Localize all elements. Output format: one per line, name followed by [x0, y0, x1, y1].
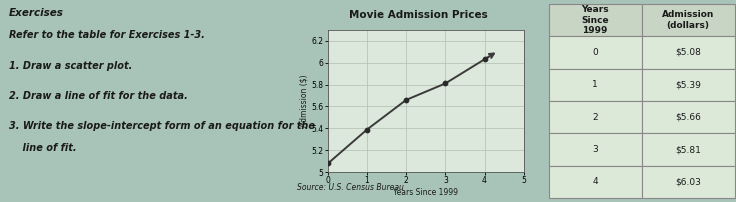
- Text: 2. Draw a line of fit for the data.: 2. Draw a line of fit for the data.: [9, 91, 188, 101]
- Text: line of fit.: line of fit.: [9, 143, 77, 153]
- Text: 3. Write the slope-intercept form of an equation for the: 3. Write the slope-intercept form of an …: [9, 121, 315, 131]
- Text: 1. Draw a scatter plot.: 1. Draw a scatter plot.: [9, 61, 132, 72]
- Text: Refer to the table for Exercises 1-3.: Refer to the table for Exercises 1-3.: [9, 30, 205, 40]
- Text: Exercises: Exercises: [9, 8, 64, 18]
- Text: Movie Admission Prices: Movie Admission Prices: [349, 10, 487, 20]
- Text: Source: U.S. Census Bureau: Source: U.S. Census Bureau: [297, 183, 404, 192]
